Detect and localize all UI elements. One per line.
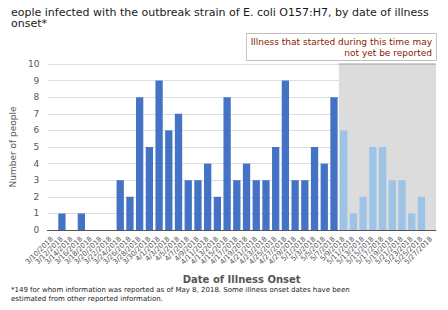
- svg-text:3/26/2018: 3/26/2018: [101, 235, 133, 267]
- svg-text:5/11/2018: 5/11/2018: [325, 235, 357, 267]
- svg-text:7: 7: [34, 109, 40, 119]
- svg-text:4/7/2018: 4/7/2018: [163, 235, 192, 263]
- svg-text:3/18/2018: 3/18/2018: [62, 235, 94, 267]
- svg-text:4/15/2018: 4/15/2018: [199, 235, 230, 267]
- svg-text:4/3/2018: 4/3/2018: [143, 235, 172, 263]
- svg-text:eople infected with the outbre: eople infected with the outbreak strain …: [11, 6, 432, 19]
- svg-text:4/13/2018: 4/13/2018: [189, 235, 221, 267]
- svg-text:5/25/2018: 5/25/2018: [393, 235, 425, 267]
- svg-text:Date of Illness Onset: Date of Illness Onset: [183, 274, 301, 285]
- svg-text:10: 10: [28, 59, 40, 69]
- svg-text:Number of people: Number of people: [8, 106, 18, 188]
- svg-text:4/11/2018: 4/11/2018: [179, 235, 211, 267]
- svg-text:4/19/2018: 4/19/2018: [218, 235, 250, 267]
- svg-text:3/28/2018: 3/28/2018: [111, 235, 143, 267]
- svg-text:5/7/2018: 5/7/2018: [309, 235, 337, 263]
- svg-text:6: 6: [34, 125, 40, 135]
- svg-text:5/19/2018: 5/19/2018: [364, 235, 396, 267]
- svg-text:4/5/2018: 4/5/2018: [153, 235, 182, 263]
- svg-text:3/20/2018: 3/20/2018: [72, 235, 104, 267]
- svg-text:5/3/2018: 5/3/2018: [289, 235, 318, 263]
- svg-text:5/13/2018: 5/13/2018: [335, 235, 366, 267]
- svg-text:4/9/2018: 4/9/2018: [172, 235, 201, 263]
- svg-text:3/24/2018: 3/24/2018: [92, 235, 124, 267]
- svg-text:4: 4: [34, 159, 40, 169]
- svg-text:9: 9: [34, 76, 40, 86]
- svg-text:5/17/2018: 5/17/2018: [354, 235, 386, 267]
- svg-text:not yet be reported: not yet be reported: [344, 48, 432, 58]
- svg-text:4/17/2018: 4/17/2018: [208, 235, 240, 267]
- svg-text:Illness that started during th: Illness that started during this time ma…: [251, 37, 433, 47]
- svg-text:3/30/2018: 3/30/2018: [121, 235, 153, 267]
- svg-text:3/12/2018: 3/12/2018: [33, 235, 65, 267]
- svg-text:5/27/2018: 5/27/2018: [403, 235, 434, 266]
- svg-text:4/1/2018: 4/1/2018: [134, 235, 162, 263]
- svg-text:estimated from other reported: estimated from other reported informatio…: [11, 295, 163, 303]
- svg-text:3: 3: [34, 175, 40, 185]
- svg-text:3/14/2018: 3/14/2018: [43, 235, 75, 267]
- svg-text:4/21/2018: 4/21/2018: [228, 235, 260, 267]
- svg-text:3/10/2018: 3/10/2018: [24, 235, 55, 267]
- svg-text:4/23/2018: 4/23/2018: [237, 235, 269, 267]
- svg-text:3/16/2018: 3/16/2018: [53, 235, 85, 267]
- svg-text:8: 8: [34, 92, 40, 102]
- svg-text:5/21/2018: 5/21/2018: [373, 235, 405, 267]
- svg-text:4/29/2018: 4/29/2018: [267, 235, 298, 267]
- svg-text:5: 5: [34, 142, 40, 152]
- svg-text:1: 1: [34, 208, 40, 218]
- svg-text:4/27/2018: 4/27/2018: [257, 235, 289, 267]
- svg-text:4/25/2018: 4/25/2018: [247, 235, 279, 267]
- svg-text:0: 0: [34, 225, 40, 235]
- svg-text:3/22/2018: 3/22/2018: [82, 235, 114, 267]
- svg-text:5/23/2018: 5/23/2018: [383, 235, 415, 267]
- svg-text:5/5/2018: 5/5/2018: [299, 235, 328, 263]
- svg-text:5/9/2018: 5/9/2018: [318, 235, 347, 263]
- svg-text:onset*: onset*: [11, 17, 48, 30]
- svg-text:*149 for whom information was: *149 for whom information was reported a…: [11, 286, 352, 294]
- svg-text:2: 2: [34, 192, 40, 202]
- svg-text:5/15/2018: 5/15/2018: [344, 235, 376, 267]
- svg-text:5/1/2018: 5/1/2018: [279, 235, 308, 263]
